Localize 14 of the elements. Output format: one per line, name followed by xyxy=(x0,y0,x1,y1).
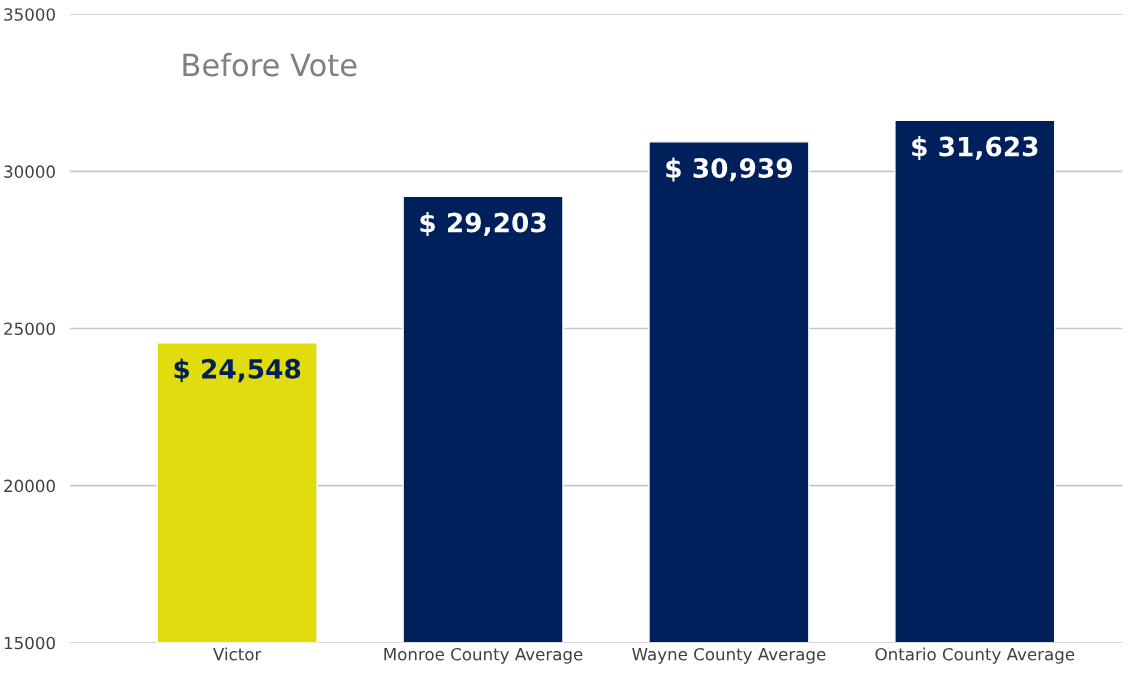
x-tick-label: Victor xyxy=(213,647,262,661)
y-tick-label: 25000 xyxy=(4,322,55,336)
x-tick-label: Wayne County Average xyxy=(632,647,826,664)
data-label: $ 30,939 xyxy=(666,157,792,182)
y-tick-label: 35000 xyxy=(4,8,55,21)
x-tick-label: Monroe County Average xyxy=(384,647,583,664)
x-tick-label: Ontario County Average xyxy=(875,647,1075,664)
data-label: $ 31,623 xyxy=(912,136,1038,161)
text: Before Vote xyxy=(183,52,357,77)
y-tick-label: 20000 xyxy=(4,479,55,493)
y-tick-label: 15000 xyxy=(4,636,55,650)
data-label: $ 29,203 xyxy=(420,212,546,237)
data-label: $ 24,548 xyxy=(174,358,301,383)
y-tick-label: 30000 xyxy=(4,165,55,178)
